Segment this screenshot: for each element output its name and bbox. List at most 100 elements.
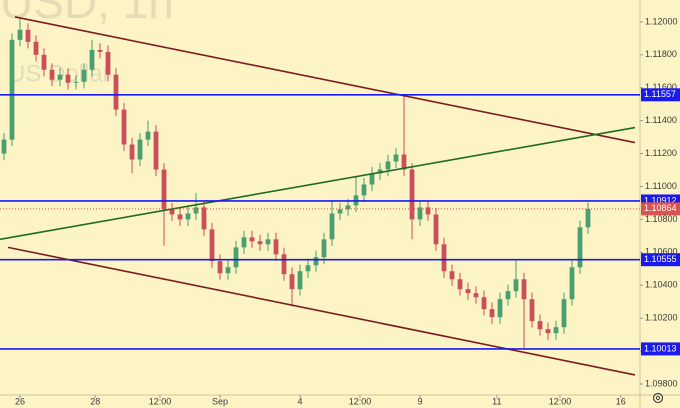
candle-body [449,271,455,280]
candle-body [17,29,23,40]
candle-body [1,139,7,154]
y-tick-label: 1.11200 [645,148,677,158]
candle-body [201,207,207,230]
candle-body [161,169,167,210]
candle-body [361,184,367,196]
current-price-label: 1.10864 [644,203,677,213]
candle-body [457,279,463,290]
candle-body [441,244,447,272]
candle-body [217,261,223,274]
level-label: 1.11557 [644,89,676,99]
y-tick-label: 1.10600 [645,247,678,257]
candle-body [409,169,415,220]
symbol-watermark: USD, 1h [0,0,174,28]
level-label-bg [641,342,680,356]
candle-body [57,74,63,80]
candle-body [137,139,143,160]
candle-body [177,214,183,220]
candle-body [473,293,479,298]
candle-body [121,109,127,145]
candle-body [481,297,487,310]
level-label-bg [641,88,680,102]
x-tick-label: 26 [15,396,25,406]
candle-body [225,267,231,274]
candle-body [505,291,511,300]
x-tick-label: 4 [297,396,302,406]
y-tick-label: 1.10400 [645,280,678,290]
candle-body [417,207,423,220]
x-tick-label: 11 [492,396,501,406]
x-tick-label: 16 [616,396,626,406]
candle-body [65,74,71,83]
settings-icon[interactable] [652,392,664,404]
candle-body [281,254,287,275]
candle-body [433,214,439,245]
candle-body [113,74,119,110]
x-tick-label: 12:00 [149,396,172,406]
candle-body [153,131,159,170]
settings-hub [655,395,661,401]
trend-line [14,16,636,144]
candle-body [553,327,559,334]
candle-body [257,241,263,245]
candle-body [425,207,431,215]
candle-body [265,239,271,245]
candle-body [513,279,519,292]
candle-body [497,299,503,318]
candle-body [305,265,311,272]
trend-line [7,246,636,376]
candle-body [369,173,375,185]
level-label: 1.10555 [644,254,677,264]
candle-body [337,209,343,214]
y-tick-label: 1.10200 [645,313,678,323]
level-label: 1.10013 [644,343,677,353]
level-label-bg [641,253,680,267]
candle-body [297,271,303,290]
candle-body [185,213,191,220]
x-tick-label: 12:00 [349,396,372,406]
level-label: 1.10912 [644,195,677,205]
candle-body [289,274,295,290]
candle-body [9,39,15,140]
x-tick-label: 9 [417,396,422,406]
candle-body [569,267,575,300]
y-tick-label: 1.10800 [645,214,678,224]
candle-body [249,237,255,242]
candle-body [329,213,335,240]
candle-body [241,237,247,248]
x-tick-label: Sep [212,396,228,406]
y-tick-label: 1.11800 [645,49,677,59]
candle-body [233,247,239,268]
candle-body [273,239,279,255]
candle-body [145,131,151,140]
y-tick-label: 1.11000 [645,181,677,191]
settings-gear [652,392,664,404]
candle-body [41,54,47,70]
candle-body [73,81,79,83]
current-price-label-bg [641,202,680,216]
candle-body [129,144,135,160]
candle-body [489,309,495,318]
candle-body [585,208,591,228]
candle-body [209,229,215,262]
candle-body [465,289,471,294]
candle-body [561,299,567,328]
candle-body [89,49,95,70]
candle-body [321,239,327,258]
y-tick-label: 1.11600 [645,82,677,92]
candle-body [25,29,31,42]
candle-body [345,205,351,210]
candle-body [385,161,391,170]
candle-body [97,49,103,52]
candle-body [393,154,399,162]
candle-body [529,299,535,322]
candle-body [313,257,319,266]
candle-body [545,329,551,334]
candle-body [377,169,383,174]
y-tick-label: 1.11400 [645,115,677,125]
x-tick-label: 12:00 [549,396,572,406]
y-tick-label: 1.12000 [645,16,678,26]
candle-body [577,227,583,268]
candle-body [169,209,175,215]
